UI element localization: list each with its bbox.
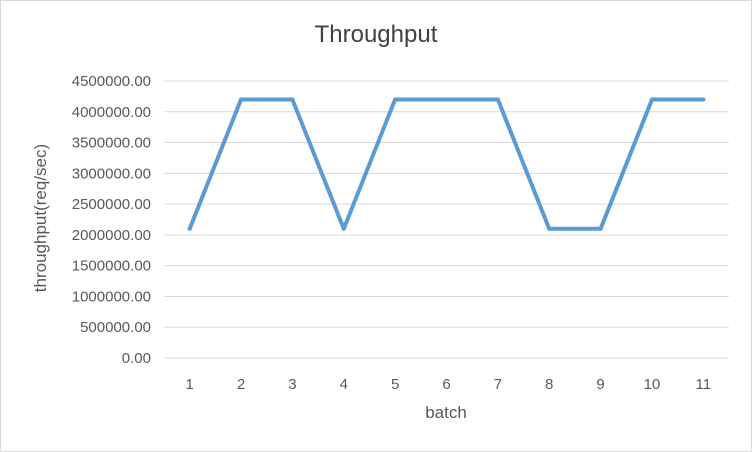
x-axis-ticks: 1 2 3 4 5 6 7 8 9 10 11: [186, 376, 712, 393]
data-point: [649, 97, 654, 102]
y-tick-label: 3500000.00: [72, 135, 151, 152]
data-point: [547, 226, 552, 231]
y-tick-label: 4000000.00: [72, 104, 151, 121]
x-tick-label: 2: [237, 376, 245, 393]
y-axis-ticks: 0.00 500000.00 1000000.00 1500000.00 2000000…: [72, 73, 151, 367]
data-point: [598, 226, 603, 231]
y-tick-label: 2000000.00: [72, 227, 151, 244]
y-tick-label: 1000000.00: [72, 288, 151, 305]
data-point: [444, 97, 449, 102]
x-tick-label: 5: [391, 376, 399, 393]
data-point: [495, 97, 500, 102]
y-tick-label: 3000000.00: [72, 165, 151, 182]
x-tick-label: 10: [644, 376, 661, 393]
gridlines: [164, 80, 729, 359]
y-tick-label: 1500000.00: [72, 258, 151, 275]
y-tick-label: 4500000.00: [72, 73, 151, 90]
y-tick-label: 500000.00: [80, 319, 151, 336]
data-point: [393, 97, 398, 102]
x-tick-label: 1: [186, 376, 194, 393]
data-point: [341, 226, 346, 231]
data-point: [187, 226, 192, 231]
x-tick-label: 9: [596, 376, 604, 393]
x-tick-label: 6: [442, 376, 450, 393]
series-line: [187, 97, 706, 231]
x-tick-label: 7: [494, 376, 502, 393]
x-tick-label: 3: [288, 376, 296, 393]
y-tick-label: 0.00: [122, 350, 151, 367]
x-axis-title: batch: [425, 403, 467, 422]
series-group: [187, 97, 706, 231]
x-tick-label: 8: [545, 376, 553, 393]
x-tick-label: 4: [340, 376, 348, 393]
data-point: [239, 97, 244, 102]
chart-title: Throughput: [314, 21, 438, 48]
y-axis-title: throughput(req/sec): [31, 144, 50, 292]
data-point: [290, 97, 295, 102]
data-point: [701, 97, 706, 102]
x-tick-label: 11: [696, 376, 712, 393]
y-tick-label: 2500000.00: [72, 196, 151, 213]
